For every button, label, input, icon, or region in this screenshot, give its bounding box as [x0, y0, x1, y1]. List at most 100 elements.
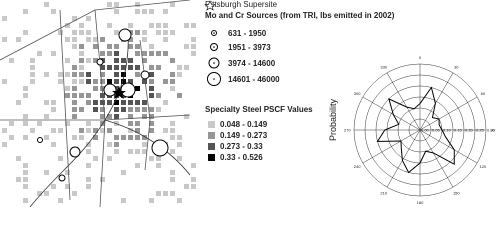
grid-cell [177, 65, 182, 70]
grid-cell [23, 121, 28, 126]
grid-cell [86, 128, 91, 133]
grid-cell [135, 163, 140, 168]
legend-label: 1951 - 3973 [228, 43, 271, 52]
grid-cell [156, 23, 161, 28]
grid-cell [135, 51, 140, 56]
grid-cell [2, 37, 7, 42]
grid-cell [23, 177, 28, 182]
grid-cell [149, 114, 154, 119]
grid-cell [100, 51, 105, 56]
grid-cell [23, 86, 28, 91]
grid-cell [72, 107, 77, 112]
grid-cell [128, 44, 133, 49]
legend-dot [213, 62, 215, 64]
polar-line [376, 86, 455, 174]
grid-cell [37, 121, 42, 126]
grid-cell [135, 9, 140, 14]
grid-cell [58, 79, 63, 84]
grid-cell [114, 65, 119, 70]
grid-cell [2, 16, 7, 21]
grid-cell [184, 65, 189, 70]
grid-cell [79, 128, 84, 133]
grid-cell [156, 107, 161, 112]
grid-cell [128, 121, 133, 126]
grid-cell [177, 198, 182, 203]
grid-cell [163, 100, 168, 105]
grid-spoke [386, 129, 421, 188]
grid-cell [86, 93, 91, 98]
grid-cell [184, 44, 189, 49]
grid-cell [72, 65, 77, 70]
grid-cell [107, 114, 112, 119]
grid-cell [51, 107, 56, 112]
grid-cell [170, 30, 175, 35]
grid-cell [142, 37, 147, 42]
grid-cell [93, 156, 98, 161]
grid-cell [128, 79, 133, 84]
grid-cell [114, 100, 119, 105]
grid-cell [30, 128, 35, 133]
grid-cell [79, 23, 84, 28]
grid-cell [149, 23, 154, 28]
grid-cell [44, 2, 49, 7]
grid-cell [79, 44, 84, 49]
grid-cell [107, 44, 112, 49]
grid-cell [114, 2, 119, 7]
grid-cell [93, 58, 98, 63]
grid-cell [128, 128, 133, 133]
grid-cell [23, 30, 28, 35]
grid-cell [191, 23, 196, 28]
grid-cell [135, 121, 140, 126]
grid-cell [156, 51, 161, 56]
grid-cell [191, 184, 196, 189]
grid-cell [79, 107, 84, 112]
grid-cell [170, 128, 175, 133]
grid-cell [79, 51, 84, 56]
grid-cell [149, 44, 154, 49]
grid-cell [156, 93, 161, 98]
grid-cell [93, 107, 98, 112]
grid-cell [191, 163, 196, 168]
grid-cell [23, 184, 28, 189]
grid-cell [184, 114, 189, 119]
grid-cell [79, 135, 84, 140]
grid-cell [135, 100, 140, 105]
grid-cell [121, 72, 126, 77]
grid-cell [44, 72, 49, 77]
grid-cell [93, 100, 98, 105]
grid-cell [135, 135, 140, 140]
grid-cell [72, 100, 77, 105]
theta-tick-label: 0 [419, 55, 422, 60]
grid-cell [149, 156, 154, 161]
grid-cell [163, 9, 168, 14]
grid-cell [163, 51, 168, 56]
grid-cell [23, 114, 28, 119]
grid-cell [86, 121, 91, 126]
grid-cell [121, 135, 126, 140]
theta-tick-label: 90 [490, 128, 495, 133]
grid-cell [100, 79, 105, 84]
grid-cell [170, 86, 175, 91]
grid-cell [121, 198, 126, 203]
grid-cell [149, 72, 154, 77]
grid-cell [86, 58, 91, 63]
grid-cell [23, 163, 28, 168]
grid-cell [191, 177, 196, 182]
legend-swatch [208, 121, 215, 128]
grid-cell [156, 191, 161, 196]
grid-cell [86, 184, 91, 189]
grid-cell [142, 114, 147, 119]
grid-cell [156, 163, 161, 168]
grid-cell [184, 184, 189, 189]
grid-cell [135, 2, 140, 7]
grid-cell [170, 58, 175, 63]
grid-cell [128, 58, 133, 63]
grid-cell [114, 30, 119, 35]
grid-cell [163, 79, 168, 84]
grid-cell [86, 177, 91, 182]
grid-cell [100, 128, 105, 133]
grid-cell [135, 30, 140, 35]
site-star [112, 86, 126, 99]
grid-cell [86, 16, 91, 21]
grid-cell [100, 107, 105, 112]
